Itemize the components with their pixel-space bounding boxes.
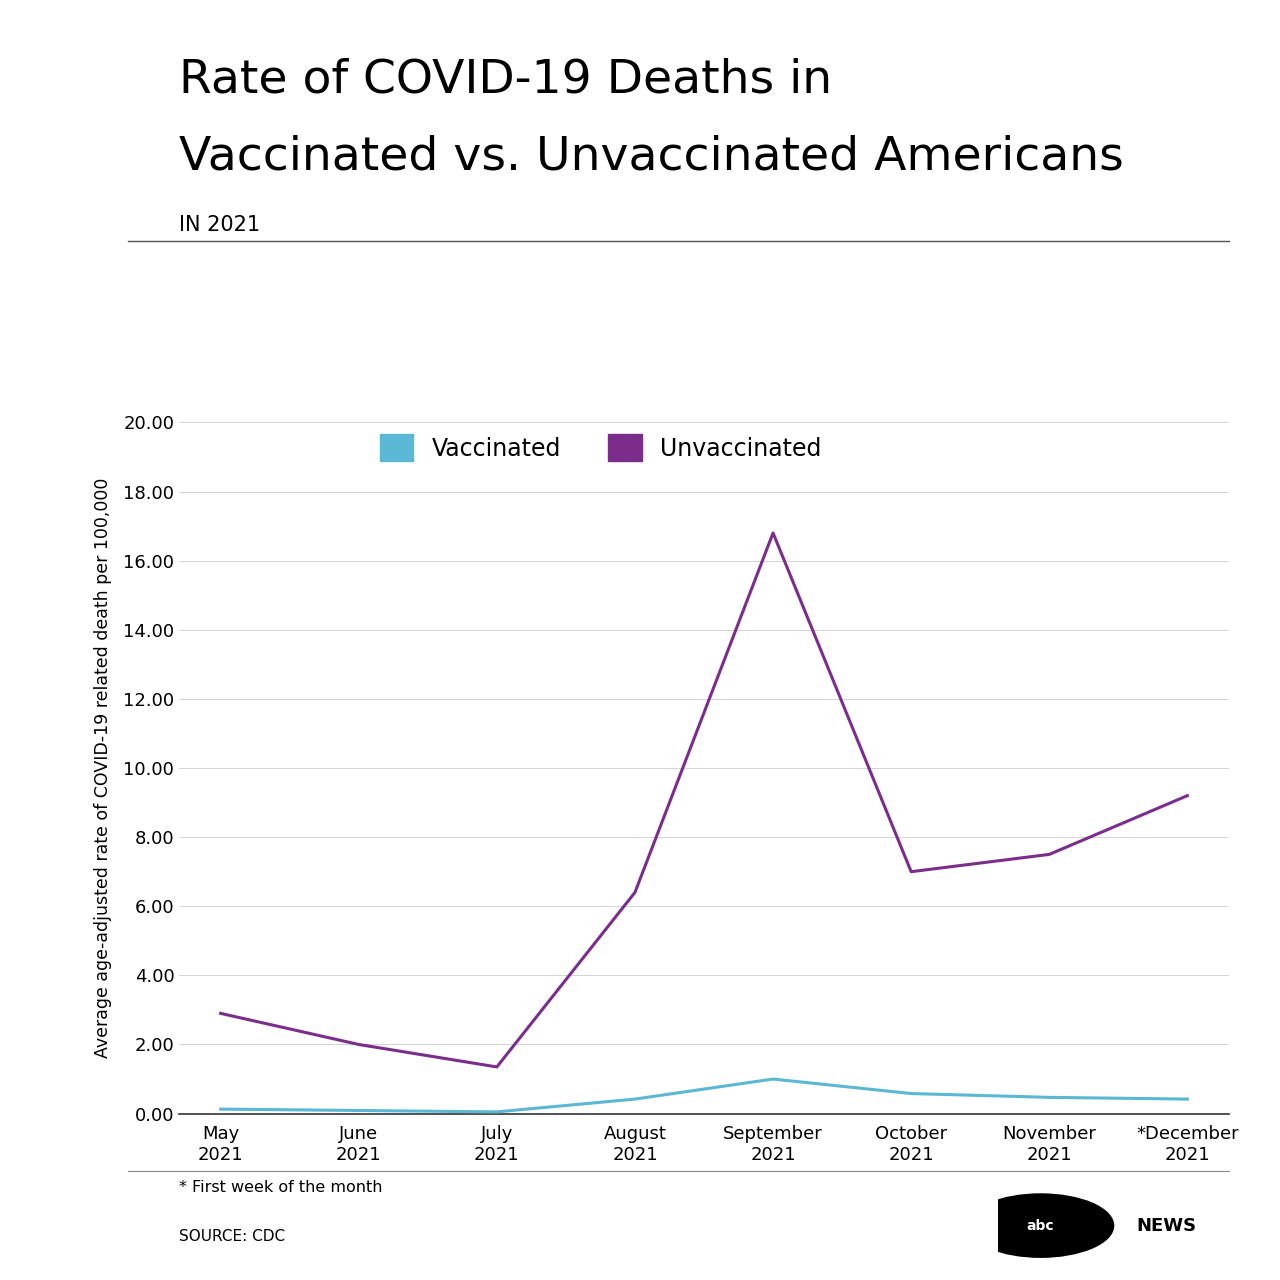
Text: abc: abc — [1027, 1219, 1055, 1233]
Text: SOURCE: CDC: SOURCE: CDC — [179, 1229, 285, 1244]
Text: IN 2021: IN 2021 — [179, 215, 260, 236]
Text: Vaccinated vs. Unvaccinated Americans: Vaccinated vs. Unvaccinated Americans — [179, 134, 1124, 179]
Y-axis label: Average age-adjusted rate of COVID-19 related death per 100,000: Average age-adjusted rate of COVID-19 re… — [95, 477, 113, 1059]
Legend: Vaccinated, Unvaccinated: Vaccinated, Unvaccinated — [380, 434, 822, 462]
Circle shape — [968, 1194, 1114, 1257]
Text: Rate of COVID-19 Deaths in: Rate of COVID-19 Deaths in — [179, 58, 832, 102]
Text: NEWS: NEWS — [1137, 1216, 1197, 1235]
Text: * First week of the month: * First week of the month — [179, 1180, 383, 1196]
